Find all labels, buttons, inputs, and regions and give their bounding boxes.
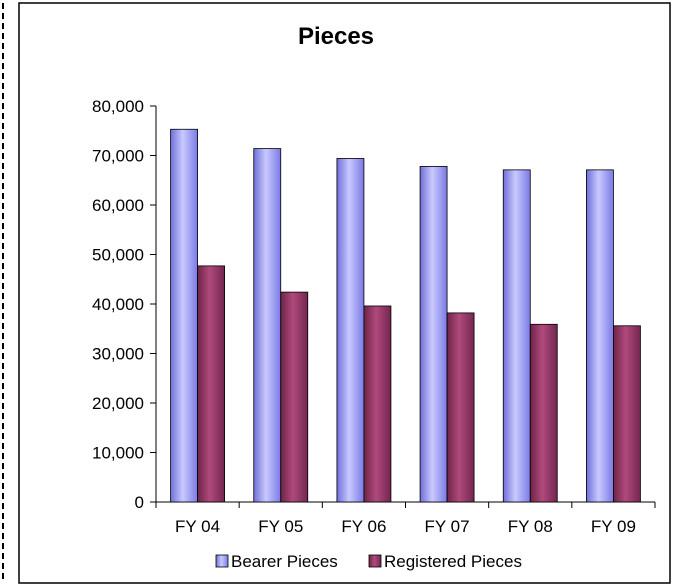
bar-bearer-pieces	[502, 169, 531, 503]
x-tick-label: FY 09	[591, 517, 636, 536]
legend-label-registered: Registered Pieces	[384, 552, 522, 571]
bar-registered-pieces	[197, 265, 225, 503]
bar-bearer-pieces	[170, 128, 198, 503]
y-tick-label: 0	[135, 493, 144, 512]
y-axis: 0 10,000 20,000 30,000 40,000 50,000 60,000 70,…	[92, 97, 157, 512]
x-tick-label: FY 08	[508, 517, 553, 536]
x-axis: FY 04 FY 05 FY 06 FY 07 FY 08 FY 09	[155, 501, 656, 536]
y-tick-label: 50,000	[92, 246, 144, 265]
x-tick-label: FY 05	[258, 517, 303, 536]
y-tick-label: 20,000	[92, 394, 144, 413]
bar-registered-pieces	[529, 323, 558, 503]
legend-swatch-bearer	[215, 554, 229, 568]
bar-registered-pieces	[446, 312, 475, 503]
bar-registered-pieces	[280, 291, 309, 503]
legend-swatch-registered	[368, 554, 382, 568]
bar-registered-pieces	[363, 305, 392, 503]
bar-registered-pieces	[613, 325, 641, 503]
bar-bearer-pieces	[586, 169, 614, 503]
y-tick-label: 10,000	[92, 444, 144, 463]
x-tick-label: FY 04	[175, 517, 220, 536]
bar-bearer-pieces	[419, 165, 448, 503]
bar-bearer-pieces	[336, 158, 365, 503]
y-tick-label: 40,000	[92, 295, 144, 314]
y-tick-label: 70,000	[92, 147, 144, 166]
x-tick-label: FY 06	[341, 517, 386, 536]
bars	[170, 128, 641, 503]
y-tick-label: 30,000	[92, 345, 144, 364]
legend: Bearer Pieces Registered Pieces	[215, 552, 522, 571]
chart-title: Pieces	[298, 23, 374, 50]
x-tick-label: FY 07	[425, 517, 470, 536]
legend-label-bearer: Bearer Pieces	[231, 552, 338, 571]
y-tick-label: 80,000	[92, 97, 144, 116]
bar-bearer-pieces	[253, 148, 282, 503]
y-tick-label: 60,000	[92, 196, 144, 215]
